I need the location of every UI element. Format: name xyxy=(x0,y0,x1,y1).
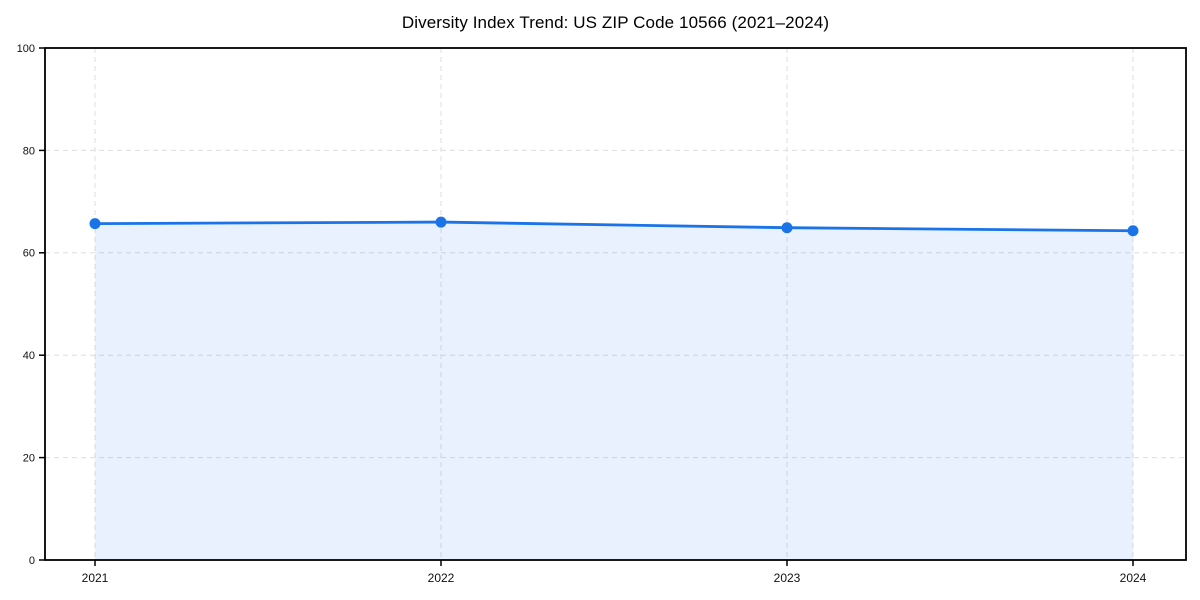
y-tick-label: 40 xyxy=(23,350,35,362)
chart-title: Diversity Index Trend: US ZIP Code 10566… xyxy=(401,13,830,32)
x-axis-labels: 2021 2022 2023 2024 xyxy=(82,571,1147,585)
y-axis-ticks xyxy=(39,47,45,561)
y-tick-label: 100 xyxy=(17,43,35,55)
data-point xyxy=(1127,225,1139,237)
y-tick-label: 60 xyxy=(23,248,35,260)
data-point xyxy=(435,216,447,228)
x-tick-label: 2024 xyxy=(1120,571,1147,585)
data-point xyxy=(781,222,793,234)
x-tick-label: 2022 xyxy=(428,571,455,585)
plot-border xyxy=(44,47,1187,561)
data-point xyxy=(89,218,101,230)
data-points xyxy=(89,216,1139,237)
y-tick-label: 20 xyxy=(23,452,35,464)
x-tick-label: 2021 xyxy=(82,571,109,585)
area-fill xyxy=(95,222,1133,560)
y-tick-label: 0 xyxy=(29,555,35,567)
trend-line xyxy=(93,220,1135,233)
x-tick-label: 2023 xyxy=(774,571,801,585)
y-axis-labels: 0 20 40 60 80 100 xyxy=(17,43,35,567)
y-tick-label: 80 xyxy=(23,145,35,157)
x-axis-ticks xyxy=(94,560,1134,566)
